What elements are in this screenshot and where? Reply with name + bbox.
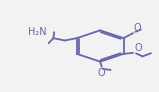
Text: O: O <box>98 68 106 78</box>
Text: O: O <box>134 43 142 53</box>
Text: O: O <box>134 23 141 33</box>
Text: H₂N: H₂N <box>28 27 47 37</box>
